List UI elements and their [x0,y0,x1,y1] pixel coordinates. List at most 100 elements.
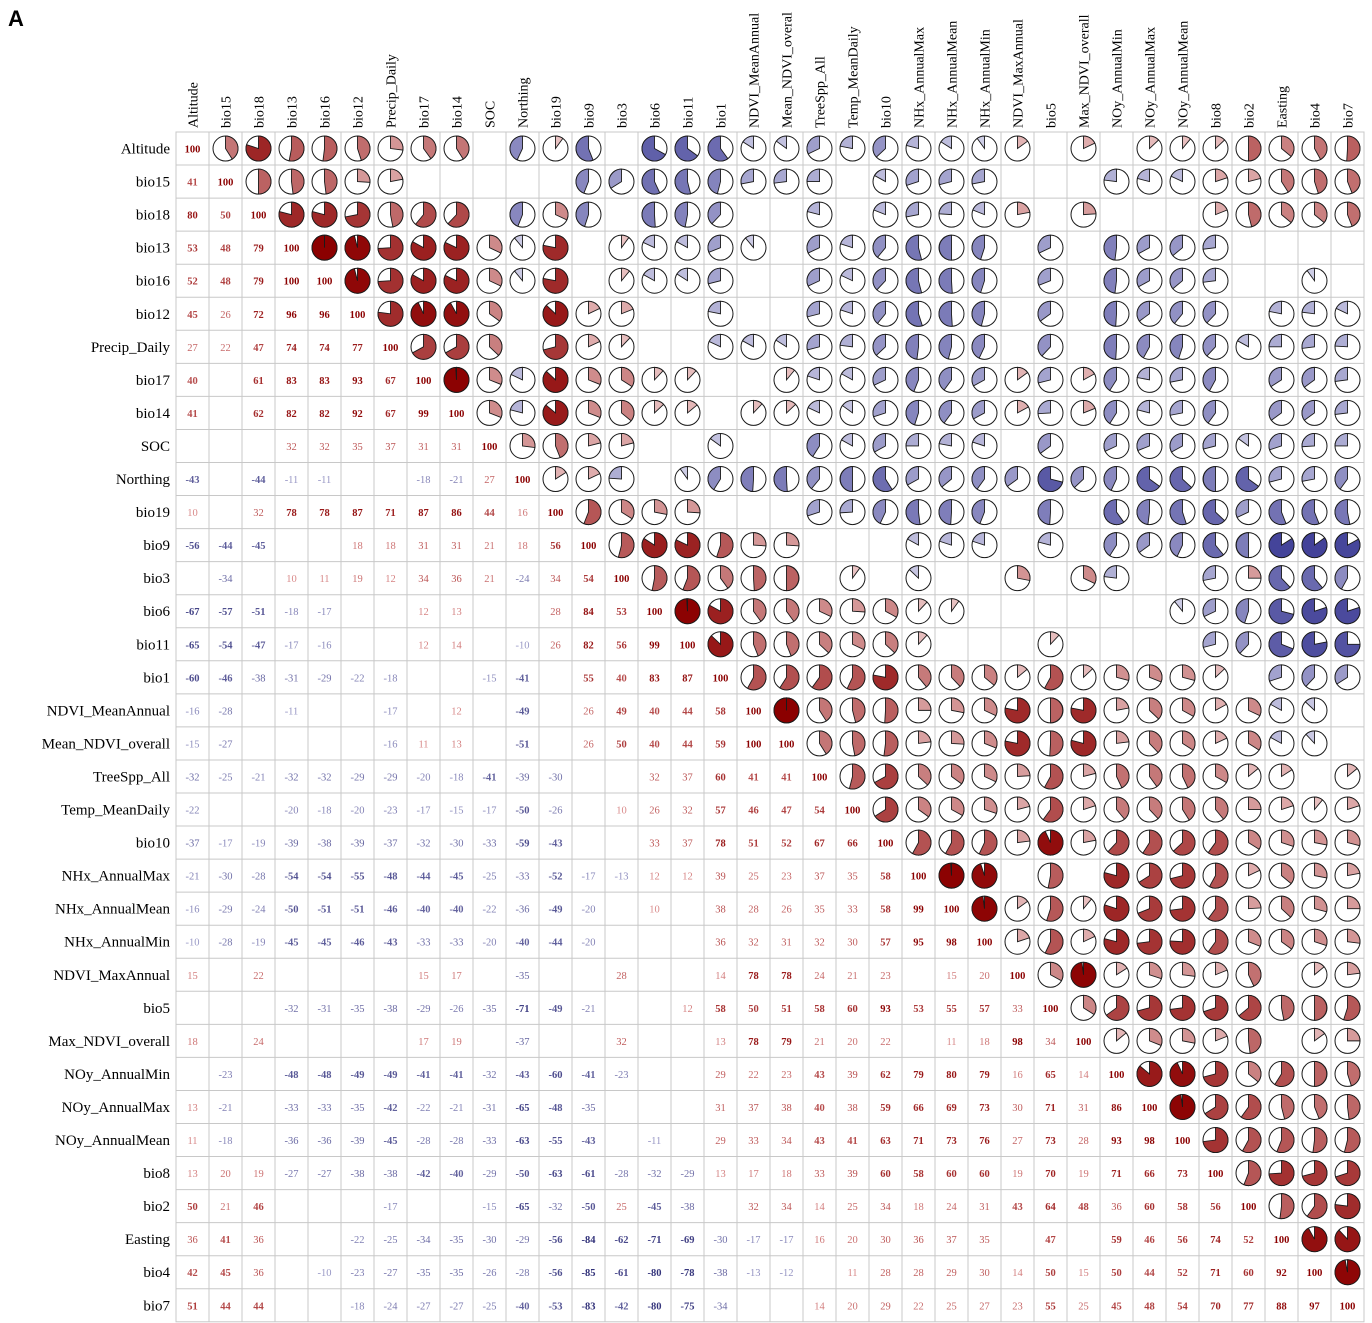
correlation-pie [1070,763,1097,790]
correlation-value: 39 [847,1169,858,1180]
pie-slice [588,300,601,315]
correlation-value: -35 [351,1004,365,1015]
pie-slice [1268,366,1282,388]
pie-slice [873,168,886,183]
pie-slice [1149,961,1163,980]
correlation-pie [839,432,866,459]
pie-slice [1215,201,1228,216]
correlation-pie [872,399,899,426]
correlation-value: 100 [944,905,960,916]
correlation-pie [1235,1093,1262,1120]
correlation-value: -36 [285,1136,299,1147]
correlation-pie [1169,1093,1196,1120]
pie-slice [583,499,602,525]
correlation-value: 100 [185,145,201,156]
correlation-value: 56 [1177,1235,1188,1246]
pie-slice [1207,895,1229,922]
correlation-pie [1037,664,1064,691]
pie-slice [555,201,569,221]
correlation-pie [1169,763,1196,790]
correlation-value: 53 [187,244,198,255]
correlation-pie [740,598,767,625]
pie-slice [1202,631,1216,648]
row-label: bio11 [136,637,170,653]
correlation-value: 71 [913,1136,924,1147]
correlation-value: 40 [814,1103,825,1114]
correlation-pie [410,267,437,294]
pie-slice [1208,862,1229,889]
correlation-pie [674,499,701,526]
correlation-pie [1202,267,1229,294]
correlation-pie [509,234,536,261]
correlation-value: 39 [847,1070,858,1081]
correlation-value: -44 [219,541,234,552]
pie-slice [741,333,754,348]
correlation-pie [1235,1027,1262,1054]
pie-slice [654,366,664,382]
pie-slice [1343,1127,1361,1153]
correlation-value: 21 [814,1037,825,1048]
correlation-value: 78 [286,508,297,519]
pie-slice [1103,928,1130,955]
correlation-value: -17 [384,1202,398,1213]
correlation-value: 31 [1078,1103,1089,1114]
correlation-pie [1268,862,1295,889]
correlation-pie [806,598,833,625]
correlation-pie [641,565,668,592]
pie-slice [1017,565,1031,582]
correlation-pie [707,598,734,625]
correlation-value: 71 [385,508,396,519]
correlation-value: 59 [715,739,726,750]
pie-slice [872,267,886,291]
correlation-pie [1070,994,1097,1021]
pie-slice [1004,466,1018,487]
pie-slice [654,399,665,414]
correlation-pie [1103,763,1130,790]
pie-slice [1334,1226,1361,1253]
pie-slice [906,532,919,546]
correlation-value: -25 [384,1235,398,1246]
pie-slice [1149,135,1160,150]
correlation-pie [1301,1093,1328,1120]
correlation-value: 33 [748,1136,759,1147]
pie-slice [1037,300,1051,322]
pie-slice [641,532,668,559]
correlation-value: 33 [814,1169,825,1180]
correlation-pie [1169,928,1196,955]
correlation-pie [509,267,536,294]
pie-slice [938,862,965,889]
correlation-pie [740,399,767,426]
row-label: Northing [116,472,171,488]
correlation-value: -32 [648,1169,662,1180]
pie-slice [489,300,503,322]
correlation-pie [905,399,932,426]
correlation-pie [905,234,932,261]
panel-label: A [8,6,24,31]
pie-slice [1314,1027,1326,1042]
correlation-pie [1037,829,1064,856]
correlation-value: 66 [1144,1169,1155,1180]
correlation-value: 24 [253,1037,264,1048]
pie-slice [1301,1226,1328,1253]
correlation-pie [773,565,800,592]
correlation-pie [542,267,569,294]
correlation-value: -29 [483,1169,497,1180]
correlation-pie [773,466,800,493]
correlation-value: -15 [450,806,464,817]
correlation-value: -55 [549,1136,563,1147]
column-label: bio19 [550,96,565,128]
correlation-value: 100 [350,310,366,321]
correlation-value: -56 [549,1268,563,1279]
correlation-value: 28 [1078,1136,1089,1147]
correlation-pie [938,730,965,757]
correlation-pie [938,300,965,327]
pie-slice [1268,598,1295,625]
correlation-value: -43 [582,1136,596,1147]
correlation-value: 69 [946,1103,957,1114]
correlation-value: 67 [385,409,396,420]
correlation-value: 24 [814,971,825,982]
correlation-value: 14 [451,640,462,651]
pie-slice [1017,928,1030,943]
correlation-pie [905,565,932,592]
